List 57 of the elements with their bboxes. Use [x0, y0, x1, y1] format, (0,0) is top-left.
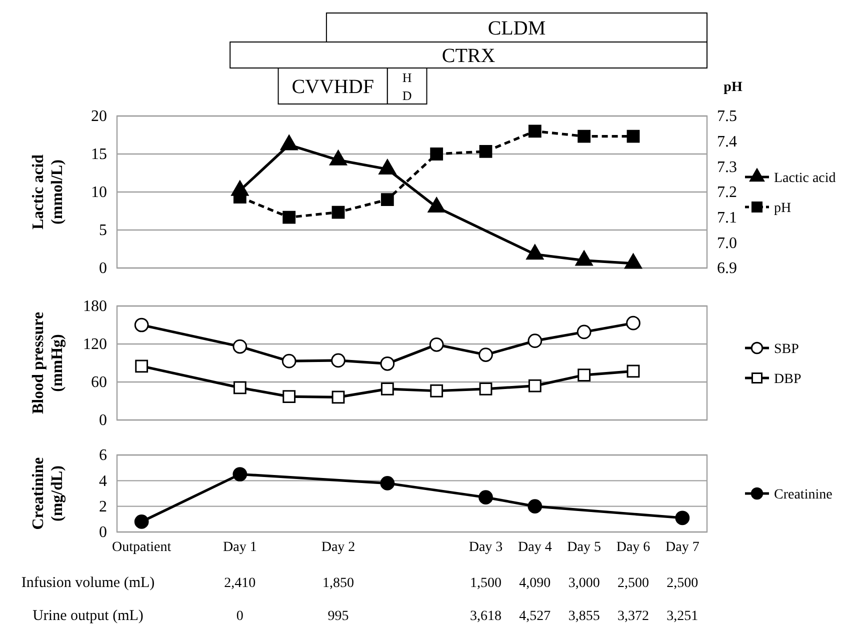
- y-axis-title: Creatinine (mg/dL): [30, 457, 66, 530]
- y2-tick-label: 6.9: [717, 260, 737, 278]
- text: 3,000: [568, 576, 600, 591]
- y-tick-label: 2: [99, 498, 107, 516]
- y-axis-title: Blood pressure (mmHg): [30, 312, 66, 414]
- text: 4,090: [519, 576, 551, 591]
- text: 3,251: [666, 609, 698, 624]
- x-tick-label: Day 1: [223, 540, 257, 555]
- x-tick-label: Day 6: [616, 540, 650, 555]
- x-tick-label: Day 2: [321, 540, 356, 555]
- y-tick-label: 6: [99, 447, 107, 464]
- x-tick-label: Day 7: [666, 540, 700, 555]
- text: 4,527: [519, 609, 551, 624]
- y-tick-label: 60: [91, 374, 107, 392]
- text: 2,500: [666, 576, 698, 591]
- y2-tick-label: 7.3: [717, 158, 737, 176]
- y2-axis-title: pH: [724, 80, 742, 95]
- legend-label: SBP: [774, 342, 800, 357]
- text: H D: [402, 70, 412, 103]
- text: CTRX: [442, 45, 496, 67]
- y-tick-label: 5: [99, 222, 107, 240]
- x-tick-label: Outpatient: [112, 540, 172, 555]
- text: 1,850: [322, 576, 354, 591]
- x-tick-label: Day 3: [468, 540, 503, 555]
- x-tick-label: Day 4: [518, 540, 552, 555]
- y-tick-label: 0: [99, 412, 107, 430]
- y-tick-label: 120: [83, 336, 107, 354]
- text: 3,855: [568, 609, 600, 624]
- text: 3,618: [470, 609, 502, 624]
- y-tick-label: 0: [99, 524, 107, 542]
- x-tick-label: Day 5: [567, 540, 601, 555]
- text: 3,372: [618, 609, 649, 624]
- legend-label: DBP: [774, 372, 802, 387]
- text: 2,500: [618, 576, 649, 591]
- text: CLDM: [488, 18, 546, 40]
- y-tick-label: 20: [91, 108, 107, 126]
- y-tick-label: 4: [99, 472, 107, 490]
- y-tick-label: 15: [91, 146, 107, 164]
- y-tick-label: 180: [83, 298, 107, 316]
- legend-label: Lactic acid: [774, 171, 836, 186]
- text: 2,410: [224, 576, 256, 591]
- legend-label: Creatinine: [774, 488, 832, 502]
- text: 995: [328, 609, 349, 624]
- y-axis-title: Lactic acid (mmol/L): [30, 154, 66, 230]
- y-tick-label: 10: [91, 184, 107, 202]
- y2-tick-label: 7.5: [717, 108, 737, 126]
- text: Urine output (mL): [32, 608, 144, 624]
- y2-tick-label: 7.0: [717, 234, 737, 252]
- text: 0: [236, 609, 244, 624]
- y2-tick-label: 7.2: [717, 184, 737, 202]
- text: 1,500: [470, 576, 502, 591]
- text: CVVHDF: [292, 76, 374, 98]
- legend-label: pH: [774, 201, 792, 216]
- y2-tick-label: 7.4: [717, 133, 737, 150]
- text: Infusion volume (mL): [21, 575, 155, 591]
- y-tick-label: 0: [99, 260, 107, 278]
- y2-tick-label: 7.1: [717, 209, 737, 226]
